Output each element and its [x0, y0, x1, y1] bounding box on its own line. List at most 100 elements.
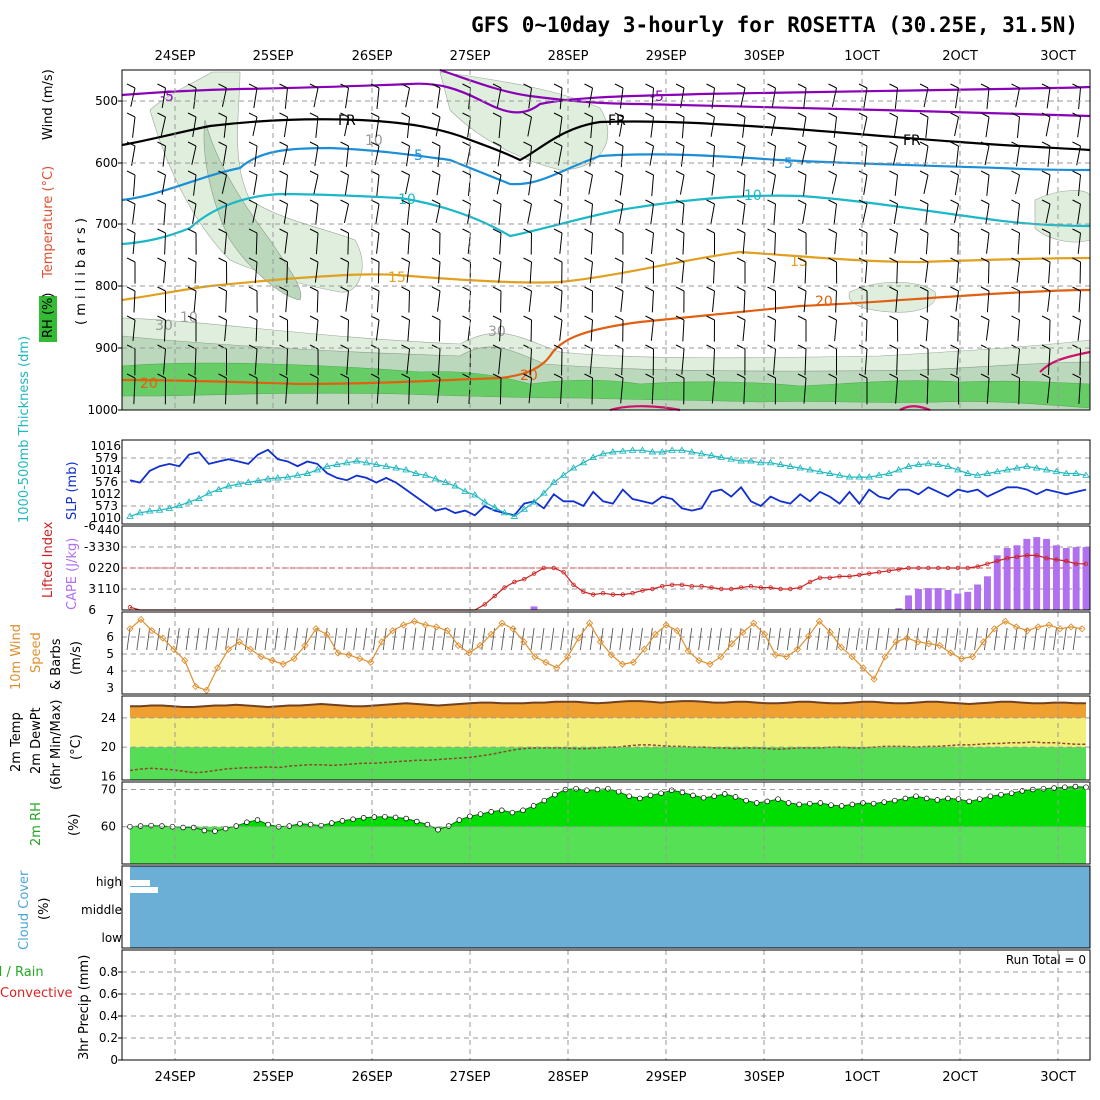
upper-barb-flag-333	[1041, 170, 1051, 176]
thickness-point-65	[766, 458, 775, 466]
upper-barb-shaft-206	[682, 319, 685, 342]
upper-barb-shaft-334	[1045, 203, 1051, 224]
wind-speed-point-65	[837, 643, 845, 652]
rh2m-point-64	[807, 800, 813, 807]
upper-barb-shaft-249	[803, 290, 807, 313]
label-plus15-a: 15	[388, 270, 406, 286]
upper-barb-flag-112	[431, 141, 441, 147]
wind-speed-point-66	[848, 653, 856, 661]
bottom-date-6: 30SEP	[744, 1070, 785, 1085]
wind-speed-point-47	[640, 645, 648, 653]
rh2m-point-55	[711, 793, 717, 799]
upper-barb-shaft-81	[343, 203, 349, 223]
upper-barb-shaft-202	[681, 203, 685, 226]
upper-barb-shaft-59	[283, 203, 288, 224]
wind-speed-point-16	[301, 641, 309, 650]
wind-barb-24	[363, 627, 367, 651]
upper-barb-flag-194	[645, 286, 654, 292]
upper-barb-flag-283	[889, 315, 898, 321]
thickness-point-64	[757, 458, 765, 466]
upper-barb-shaft-267	[863, 174, 868, 195]
upper-barb-shaft-83	[346, 261, 349, 284]
upper-barb-flag-253	[828, 83, 837, 89]
upper-barb-flag-66	[309, 83, 319, 89]
upper-barb-shaft-317	[987, 348, 990, 376]
li-tick-1: -3	[84, 540, 96, 554]
li-point-69	[807, 579, 813, 585]
upper-barb-flag-12	[157, 112, 166, 118]
upper-barb-flag-115	[431, 228, 441, 234]
rh2m-point-58	[743, 797, 749, 804]
upper-barb-flag-261	[828, 315, 837, 321]
rh2m-point-26	[403, 815, 409, 822]
upper-barb-shaft-342	[1077, 116, 1081, 138]
upper-barb-flag-225	[736, 228, 746, 234]
wind-barb-7	[195, 627, 200, 651]
upper-barb-shaft-228	[742, 319, 746, 342]
upper-barb-shaft-225	[742, 232, 746, 255]
upper-barb-shaft-143	[528, 87, 532, 109]
upper-barb-flag-189	[645, 141, 654, 147]
wind-speed-point-57	[750, 619, 758, 627]
upper-barb-shaft-44	[253, 87, 258, 109]
upper-barb-shaft-324	[1017, 232, 1020, 255]
upper-barb-flag-38	[218, 228, 227, 234]
wind-barb-43	[550, 627, 555, 651]
upper-barb-flag-338	[1041, 315, 1051, 321]
upper-barb-flag-327	[1011, 315, 1020, 321]
wind-barb-1	[136, 627, 141, 651]
upper-barb-shaft-312	[985, 203, 990, 225]
upper-barb-flag-318	[980, 373, 990, 379]
upper-barb-shaft-189	[649, 145, 654, 166]
rh2m-point-28	[424, 821, 431, 828]
label-fr-3: FR	[903, 133, 921, 149]
upper-barb-shaft-318	[986, 377, 990, 404]
upper-barb-flag-80	[340, 170, 349, 176]
wind-barb-80	[915, 627, 919, 651]
upper-barb-flag-67	[309, 112, 319, 118]
upper-barb-flag-40	[218, 286, 227, 292]
upper-barb-shaft-332	[1047, 145, 1051, 168]
upper-barb-shaft-201	[679, 174, 685, 195]
upper-barb-shaft-77	[344, 87, 349, 109]
thickness-point-10	[224, 482, 233, 489]
upper-barb-flag-26	[187, 199, 197, 205]
cape-bar-94	[1053, 545, 1060, 610]
upper-barb-shaft-257	[833, 203, 837, 225]
thickness-point-96	[1072, 469, 1080, 476]
wind-barb-47	[589, 627, 594, 651]
thickness-point-22	[343, 458, 351, 466]
upper-barb-flag-123	[462, 141, 471, 147]
wind-barb-50	[619, 627, 624, 651]
upper-barb-flag-118	[431, 315, 441, 321]
upper-barb-flag-301	[950, 199, 959, 205]
upper-barb-flag-263	[828, 373, 837, 379]
upper-barb-flag-43	[218, 373, 227, 379]
wind-barb-63	[747, 627, 752, 651]
upper-barb-shaft-190	[651, 174, 654, 197]
thickness-point-21	[333, 460, 341, 468]
upper-barb-shaft-170	[590, 232, 593, 255]
upper-barb-flag-209	[706, 83, 715, 89]
li-point-36	[482, 602, 487, 607]
wind-speed-point-43	[596, 638, 605, 646]
thickness-point-88	[993, 467, 1002, 475]
upper-barb-shaft-107	[407, 319, 410, 342]
li-point-55	[669, 582, 675, 587]
upper-barb-shaft-53	[254, 348, 258, 375]
wind-speed-point-12	[257, 653, 265, 661]
rh2m-point-69	[860, 800, 866, 806]
upper-barb-shaft-171	[589, 261, 593, 283]
upper-barb-flag-147	[523, 199, 532, 205]
upper-barb-flag-15	[157, 199, 166, 205]
upper-barb-shaft-95	[376, 290, 380, 313]
wind-speed-point-52	[695, 656, 703, 665]
upper-barb-shaft-13	[162, 145, 166, 167]
upper-barb-shaft-169	[590, 203, 593, 226]
wind-speed-point-10	[235, 638, 244, 646]
upper-barb-flag-335	[1041, 228, 1051, 234]
slp-tick-0: 1016	[90, 439, 121, 453]
wind-barb-82	[934, 627, 939, 651]
upper-barb-flag-139	[492, 286, 502, 292]
